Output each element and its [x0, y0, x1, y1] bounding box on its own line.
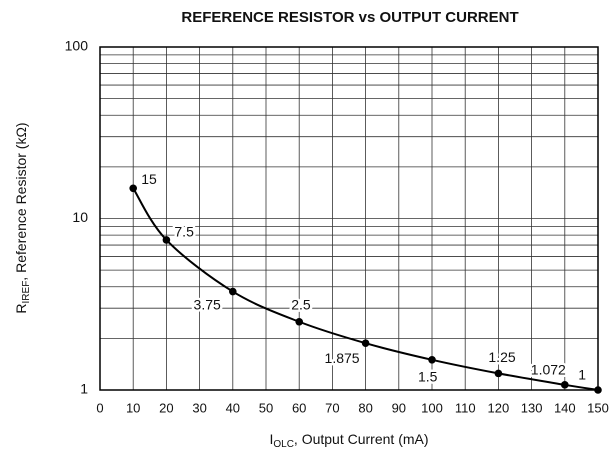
y-label-main: R	[13, 303, 29, 313]
y-label-rest: , Reference Resistor (kΩ)	[13, 122, 29, 280]
x-tick-label: 30	[192, 400, 206, 415]
data-point	[561, 381, 569, 389]
data-label: 1.25	[488, 349, 515, 365]
plot-frame	[99, 46, 599, 391]
x-tick-label: 60	[292, 400, 306, 415]
x-tick-label: 0	[96, 400, 103, 415]
x-tick-label: 90	[392, 400, 406, 415]
x-label-main: I	[269, 431, 273, 447]
data-label: 1.5	[418, 369, 438, 385]
data-label: 1.072	[531, 362, 566, 378]
x-axis-label: IOLC, Output Current (mA)	[269, 431, 428, 450]
data-point	[129, 184, 137, 193]
data-point	[295, 317, 304, 326]
data-point	[494, 369, 503, 378]
data-point	[162, 236, 171, 244]
data-label: 2.5	[291, 296, 311, 312]
x-tick-label: 40	[226, 400, 240, 415]
x-tick-label: 70	[325, 400, 339, 415]
x-label-sub: OLC	[273, 439, 294, 450]
x-label-rest: , Output Current (mA)	[294, 431, 429, 447]
y-tick-label: 100	[65, 38, 89, 54]
y-tick-label: 1	[80, 381, 88, 397]
x-tick-label: 50	[259, 400, 273, 415]
data-label: 1.875	[325, 350, 360, 366]
x-tick-label: 150	[587, 400, 609, 415]
x-tick-label: 20	[159, 400, 173, 415]
x-tick-label: 120	[488, 400, 510, 415]
y-axis-label: RIREF, Reference Resistor (kΩ)	[13, 122, 32, 313]
x-tick-label: 110	[455, 400, 476, 415]
data-point	[361, 339, 370, 347]
data-label: 3.75	[194, 296, 221, 312]
y-label-sub: IREF	[21, 281, 32, 304]
data-label: 15	[141, 171, 157, 187]
x-tick-label: 140	[554, 400, 576, 415]
x-tick-label: 130	[521, 400, 543, 415]
y-tick-label: 10	[72, 209, 88, 225]
data-point	[594, 386, 602, 394]
x-tick-label: 10	[126, 400, 140, 415]
data-label: 1	[578, 367, 586, 383]
data-point	[229, 287, 237, 296]
data-point	[428, 356, 436, 364]
chart-title: REFERENCE RESISTOR vs OUTPUT CURRENT	[181, 9, 518, 26]
x-tick-label: 100	[421, 400, 443, 415]
data-label: 7.5	[174, 224, 194, 240]
x-tick-label: 80	[358, 400, 372, 415]
